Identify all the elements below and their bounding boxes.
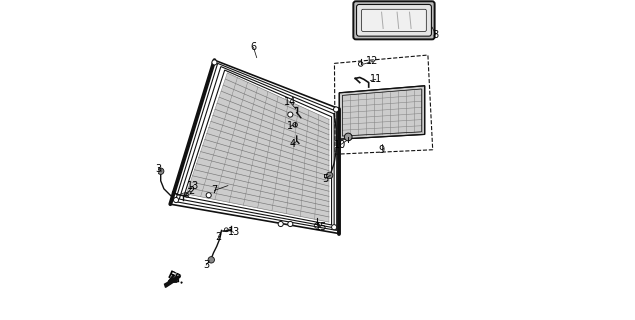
Circle shape: [278, 221, 283, 227]
Text: 12: 12: [366, 56, 378, 67]
Text: 3: 3: [155, 164, 161, 174]
Text: 1: 1: [287, 121, 293, 132]
Polygon shape: [339, 86, 425, 139]
Text: 3: 3: [203, 260, 209, 270]
FancyBboxPatch shape: [353, 1, 434, 39]
Text: 6: 6: [250, 42, 257, 52]
Circle shape: [208, 257, 215, 263]
Text: 8: 8: [433, 29, 439, 40]
Text: 15: 15: [314, 221, 327, 232]
Text: 10: 10: [335, 140, 347, 150]
Circle shape: [333, 107, 338, 112]
Circle shape: [288, 112, 293, 117]
Text: 4: 4: [290, 139, 296, 149]
Text: FR.: FR.: [165, 270, 185, 287]
Circle shape: [206, 193, 211, 198]
Circle shape: [173, 197, 178, 203]
Text: 13: 13: [187, 180, 199, 191]
Text: 5: 5: [323, 173, 329, 184]
Circle shape: [288, 221, 293, 227]
Text: 11: 11: [370, 74, 382, 84]
Polygon shape: [186, 73, 329, 222]
Circle shape: [344, 133, 352, 141]
Text: 7: 7: [211, 185, 218, 196]
Circle shape: [212, 60, 217, 65]
Circle shape: [326, 172, 333, 179]
Text: 9: 9: [378, 145, 385, 155]
Text: 2: 2: [215, 232, 222, 242]
Circle shape: [331, 225, 337, 230]
Text: 14: 14: [284, 97, 297, 108]
FancyBboxPatch shape: [362, 9, 426, 31]
Circle shape: [157, 168, 164, 174]
FancyBboxPatch shape: [356, 4, 431, 36]
Text: 13: 13: [227, 227, 240, 237]
Text: 2: 2: [188, 186, 194, 196]
Polygon shape: [164, 276, 179, 287]
